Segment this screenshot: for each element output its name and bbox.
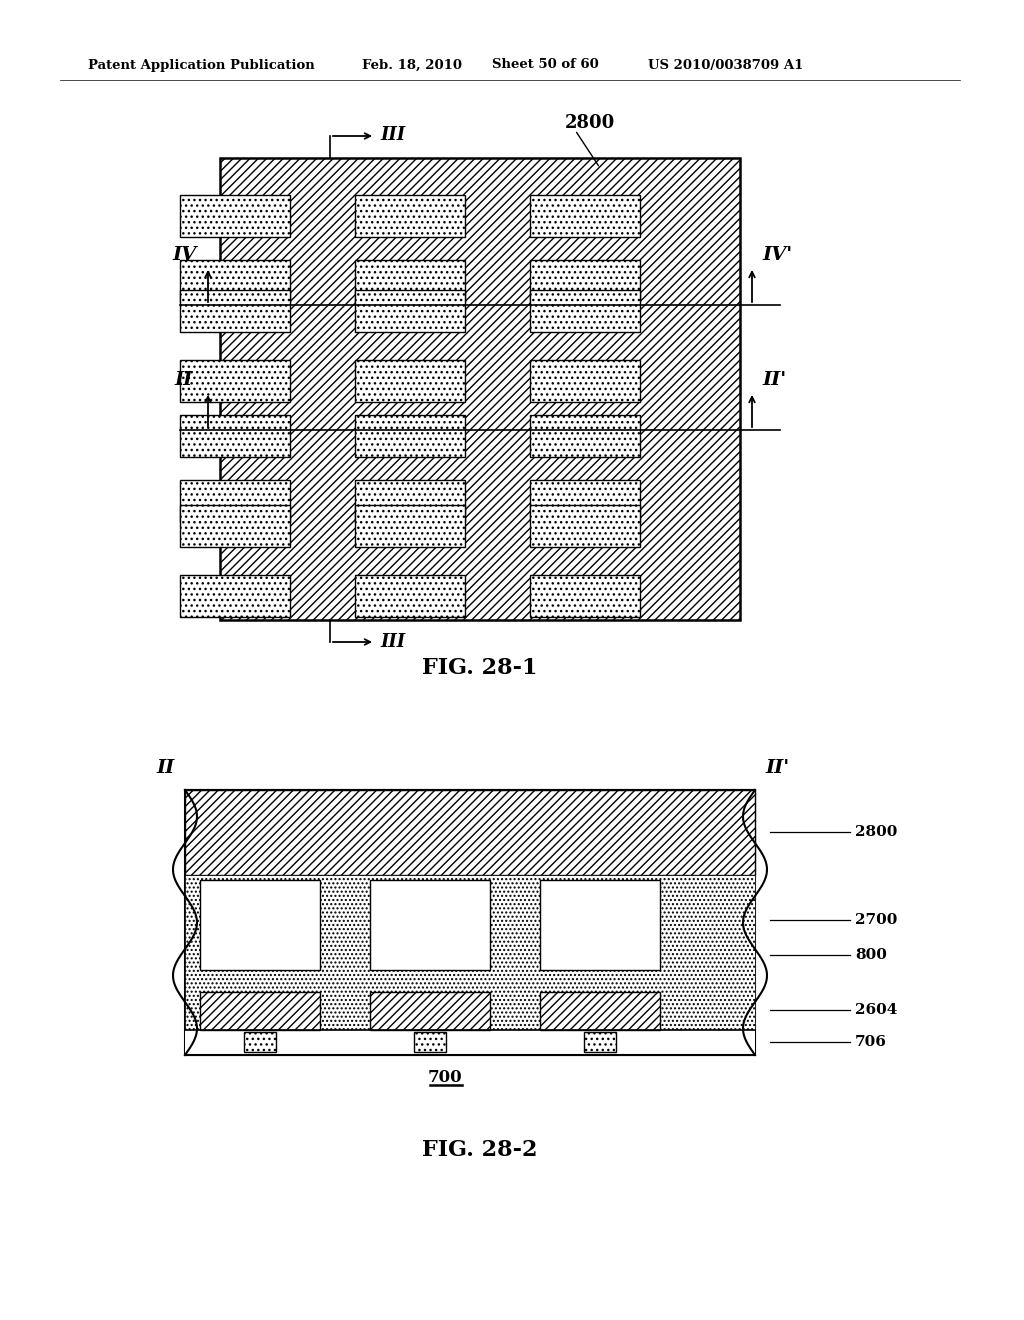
Bar xyxy=(584,1032,616,1052)
Text: II: II xyxy=(174,371,193,389)
Text: III: III xyxy=(380,125,406,144)
Text: Feb. 18, 2010: Feb. 18, 2010 xyxy=(362,58,462,71)
Bar xyxy=(185,789,755,875)
Bar xyxy=(180,480,290,521)
Text: 2604: 2604 xyxy=(855,1003,897,1016)
Bar xyxy=(540,993,660,1030)
Text: Patent Application Publication: Patent Application Publication xyxy=(88,58,314,71)
Text: Sheet 50 of 60: Sheet 50 of 60 xyxy=(492,58,599,71)
Bar xyxy=(355,360,465,403)
Bar xyxy=(180,506,290,546)
Bar xyxy=(180,360,290,403)
Text: US 2010/0038709 A1: US 2010/0038709 A1 xyxy=(648,58,804,71)
Bar xyxy=(355,506,465,546)
Bar xyxy=(530,260,640,302)
Text: 700: 700 xyxy=(428,1068,462,1085)
Text: FIG. 28-1: FIG. 28-1 xyxy=(422,657,538,678)
Bar xyxy=(530,414,640,457)
Bar xyxy=(200,993,319,1030)
Bar xyxy=(244,1032,276,1052)
Bar xyxy=(414,1032,446,1052)
Text: IV: IV xyxy=(172,246,197,264)
Bar xyxy=(530,506,640,546)
Bar xyxy=(355,480,465,521)
Bar xyxy=(370,880,490,970)
Text: 800: 800 xyxy=(855,948,887,962)
Bar xyxy=(355,260,465,302)
Bar xyxy=(200,880,319,970)
Text: III: III xyxy=(380,634,406,651)
Bar xyxy=(355,195,465,238)
Text: II: II xyxy=(157,759,175,777)
Text: 706: 706 xyxy=(855,1035,887,1049)
Text: II': II' xyxy=(765,759,790,777)
Bar xyxy=(540,880,660,970)
Bar xyxy=(180,414,290,457)
Bar xyxy=(220,158,740,620)
Text: 2800: 2800 xyxy=(855,825,897,840)
Bar xyxy=(530,360,640,403)
Text: 2700: 2700 xyxy=(855,913,897,927)
Bar xyxy=(370,993,490,1030)
Bar xyxy=(530,576,640,616)
Bar xyxy=(185,875,755,1030)
Bar xyxy=(355,290,465,333)
Bar xyxy=(180,260,290,302)
Bar xyxy=(530,290,640,333)
Bar xyxy=(180,576,290,616)
Bar xyxy=(180,195,290,238)
Bar xyxy=(180,290,290,333)
Text: FIG. 28-2: FIG. 28-2 xyxy=(422,1139,538,1162)
Text: II': II' xyxy=(762,371,786,389)
Bar xyxy=(185,789,755,1055)
Text: 2800: 2800 xyxy=(565,114,615,132)
Bar xyxy=(530,195,640,238)
Bar xyxy=(185,1030,755,1055)
Bar xyxy=(530,480,640,521)
Bar xyxy=(355,414,465,457)
Text: IV': IV' xyxy=(762,246,793,264)
Bar xyxy=(355,576,465,616)
